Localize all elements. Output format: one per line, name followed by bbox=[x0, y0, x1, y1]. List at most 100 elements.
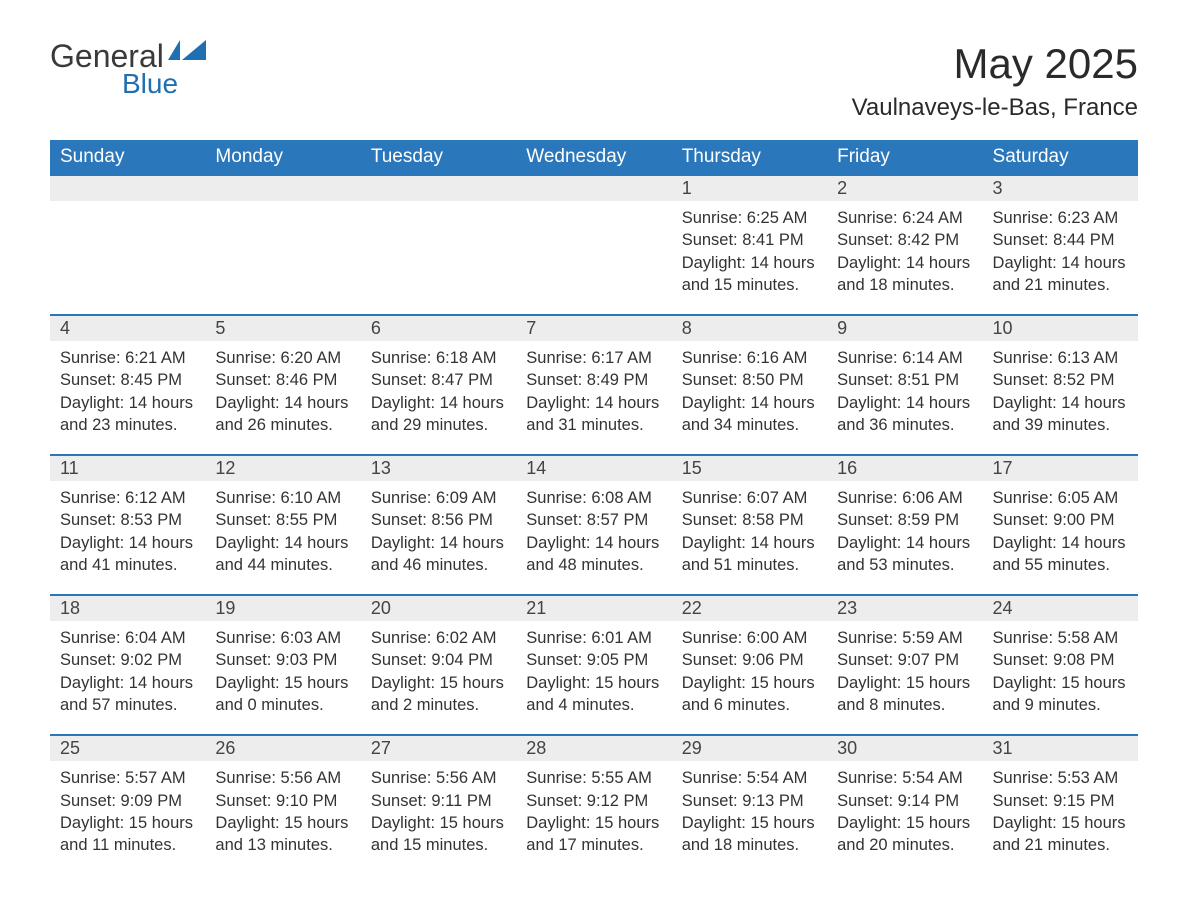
sunset-line: Sunset: 9:06 PM bbox=[682, 649, 817, 671]
day-number-cell: 26 bbox=[205, 735, 360, 761]
day-data-row: Sunrise: 6:21 AMSunset: 8:45 PMDaylight:… bbox=[50, 341, 1138, 455]
day-number-cell: 8 bbox=[672, 315, 827, 341]
day-data-cell bbox=[50, 201, 205, 315]
day-data-row: Sunrise: 5:57 AMSunset: 9:09 PMDaylight:… bbox=[50, 761, 1138, 874]
daylight-line: Daylight: 14 hours and 51 minutes. bbox=[682, 532, 817, 577]
day-number-cell: 1 bbox=[672, 175, 827, 201]
day-data-row: Sunrise: 6:12 AMSunset: 8:53 PMDaylight:… bbox=[50, 481, 1138, 595]
daylight-line: Daylight: 14 hours and 39 minutes. bbox=[993, 392, 1128, 437]
daylight-line: Daylight: 14 hours and 57 minutes. bbox=[60, 672, 195, 717]
day-number-cell: 29 bbox=[672, 735, 827, 761]
daylight-line: Daylight: 14 hours and 41 minutes. bbox=[60, 532, 195, 577]
day-data-cell bbox=[205, 201, 360, 315]
sunset-line: Sunset: 8:44 PM bbox=[993, 229, 1128, 251]
day-data-cell: Sunrise: 6:05 AMSunset: 9:00 PMDaylight:… bbox=[983, 481, 1138, 595]
day-number-cell: 10 bbox=[983, 315, 1138, 341]
day-data-cell: Sunrise: 6:03 AMSunset: 9:03 PMDaylight:… bbox=[205, 621, 360, 735]
day-data-cell: Sunrise: 6:06 AMSunset: 8:59 PMDaylight:… bbox=[827, 481, 982, 595]
sunset-line: Sunset: 9:07 PM bbox=[837, 649, 972, 671]
day-number-cell bbox=[205, 175, 360, 201]
sunrise-line: Sunrise: 5:55 AM bbox=[526, 767, 661, 789]
day-number-cell: 7 bbox=[516, 315, 671, 341]
day-data-cell: Sunrise: 6:07 AMSunset: 8:58 PMDaylight:… bbox=[672, 481, 827, 595]
sunrise-line: Sunrise: 6:01 AM bbox=[526, 627, 661, 649]
day-number-cell: 4 bbox=[50, 315, 205, 341]
day-number-cell: 13 bbox=[361, 455, 516, 481]
daylight-line: Daylight: 14 hours and 23 minutes. bbox=[60, 392, 195, 437]
sunrise-line: Sunrise: 6:06 AM bbox=[837, 487, 972, 509]
sunset-line: Sunset: 8:47 PM bbox=[371, 369, 506, 391]
daylight-line: Daylight: 15 hours and 6 minutes. bbox=[682, 672, 817, 717]
daylight-line: Daylight: 15 hours and 0 minutes. bbox=[215, 672, 350, 717]
day-number-row: 123 bbox=[50, 175, 1138, 201]
daylight-line: Daylight: 14 hours and 55 minutes. bbox=[993, 532, 1128, 577]
day-number-cell: 23 bbox=[827, 595, 982, 621]
day-number-cell: 9 bbox=[827, 315, 982, 341]
day-data-row: Sunrise: 6:25 AMSunset: 8:41 PMDaylight:… bbox=[50, 201, 1138, 315]
daylight-line: Daylight: 15 hours and 13 minutes. bbox=[215, 812, 350, 857]
sunrise-line: Sunrise: 6:16 AM bbox=[682, 347, 817, 369]
daylight-line: Daylight: 15 hours and 21 minutes. bbox=[993, 812, 1128, 857]
sunrise-line: Sunrise: 6:05 AM bbox=[993, 487, 1128, 509]
sunrise-line: Sunrise: 5:56 AM bbox=[215, 767, 350, 789]
logo-flag-icon bbox=[168, 40, 206, 66]
daylight-line: Daylight: 14 hours and 29 minutes. bbox=[371, 392, 506, 437]
sunrise-line: Sunrise: 6:25 AM bbox=[682, 207, 817, 229]
header: General Blue May 2025 Vaulnaveys-le-Bas,… bbox=[50, 40, 1138, 122]
day-data-cell: Sunrise: 6:09 AMSunset: 8:56 PMDaylight:… bbox=[361, 481, 516, 595]
logo: General Blue bbox=[50, 40, 206, 100]
sunset-line: Sunset: 8:59 PM bbox=[837, 509, 972, 531]
day-data-cell: Sunrise: 6:17 AMSunset: 8:49 PMDaylight:… bbox=[516, 341, 671, 455]
sunrise-line: Sunrise: 6:14 AM bbox=[837, 347, 972, 369]
day-number-cell: 30 bbox=[827, 735, 982, 761]
day-number-cell: 19 bbox=[205, 595, 360, 621]
day-data-cell: Sunrise: 6:21 AMSunset: 8:45 PMDaylight:… bbox=[50, 341, 205, 455]
day-number-cell: 3 bbox=[983, 175, 1138, 201]
sunrise-line: Sunrise: 6:20 AM bbox=[215, 347, 350, 369]
sunset-line: Sunset: 9:05 PM bbox=[526, 649, 661, 671]
day-data-cell: Sunrise: 6:00 AMSunset: 9:06 PMDaylight:… bbox=[672, 621, 827, 735]
day-data-cell: Sunrise: 5:53 AMSunset: 9:15 PMDaylight:… bbox=[983, 761, 1138, 874]
day-data-cell: Sunrise: 6:10 AMSunset: 8:55 PMDaylight:… bbox=[205, 481, 360, 595]
day-number-cell: 15 bbox=[672, 455, 827, 481]
sunset-line: Sunset: 9:12 PM bbox=[526, 790, 661, 812]
calendar-table: SundayMondayTuesdayWednesdayThursdayFrid… bbox=[50, 140, 1138, 874]
sunset-line: Sunset: 9:08 PM bbox=[993, 649, 1128, 671]
logo-text-blue: Blue bbox=[122, 68, 206, 100]
day-data-cell: Sunrise: 5:56 AMSunset: 9:10 PMDaylight:… bbox=[205, 761, 360, 874]
weekday-header-row: SundayMondayTuesdayWednesdayThursdayFrid… bbox=[50, 140, 1138, 175]
day-data-row: Sunrise: 6:04 AMSunset: 9:02 PMDaylight:… bbox=[50, 621, 1138, 735]
location: Vaulnaveys-le-Bas, France bbox=[852, 94, 1138, 122]
sunset-line: Sunset: 8:56 PM bbox=[371, 509, 506, 531]
daylight-line: Daylight: 14 hours and 18 minutes. bbox=[837, 252, 972, 297]
sunrise-line: Sunrise: 5:54 AM bbox=[837, 767, 972, 789]
sunrise-line: Sunrise: 6:24 AM bbox=[837, 207, 972, 229]
sunset-line: Sunset: 9:00 PM bbox=[993, 509, 1128, 531]
day-data-cell: Sunrise: 5:57 AMSunset: 9:09 PMDaylight:… bbox=[50, 761, 205, 874]
day-number-cell: 11 bbox=[50, 455, 205, 481]
day-number-cell: 25 bbox=[50, 735, 205, 761]
day-number-cell: 6 bbox=[361, 315, 516, 341]
weekday-header: Thursday bbox=[672, 140, 827, 175]
daylight-line: Daylight: 14 hours and 53 minutes. bbox=[837, 532, 972, 577]
day-data-cell: Sunrise: 6:01 AMSunset: 9:05 PMDaylight:… bbox=[516, 621, 671, 735]
day-data-cell: Sunrise: 6:13 AMSunset: 8:52 PMDaylight:… bbox=[983, 341, 1138, 455]
day-number-cell: 12 bbox=[205, 455, 360, 481]
daylight-line: Daylight: 15 hours and 18 minutes. bbox=[682, 812, 817, 857]
day-data-cell: Sunrise: 6:20 AMSunset: 8:46 PMDaylight:… bbox=[205, 341, 360, 455]
sunset-line: Sunset: 9:11 PM bbox=[371, 790, 506, 812]
month-title: May 2025 bbox=[852, 40, 1138, 88]
day-number-cell bbox=[50, 175, 205, 201]
sunset-line: Sunset: 8:42 PM bbox=[837, 229, 972, 251]
day-number-cell: 20 bbox=[361, 595, 516, 621]
sunset-line: Sunset: 9:15 PM bbox=[993, 790, 1128, 812]
sunset-line: Sunset: 8:53 PM bbox=[60, 509, 195, 531]
sunset-line: Sunset: 9:13 PM bbox=[682, 790, 817, 812]
day-number-cell: 28 bbox=[516, 735, 671, 761]
day-data-cell: Sunrise: 5:55 AMSunset: 9:12 PMDaylight:… bbox=[516, 761, 671, 874]
sunrise-line: Sunrise: 6:00 AM bbox=[682, 627, 817, 649]
sunrise-line: Sunrise: 5:56 AM bbox=[371, 767, 506, 789]
day-number-cell: 31 bbox=[983, 735, 1138, 761]
daylight-line: Daylight: 15 hours and 17 minutes. bbox=[526, 812, 661, 857]
sunset-line: Sunset: 8:55 PM bbox=[215, 509, 350, 531]
